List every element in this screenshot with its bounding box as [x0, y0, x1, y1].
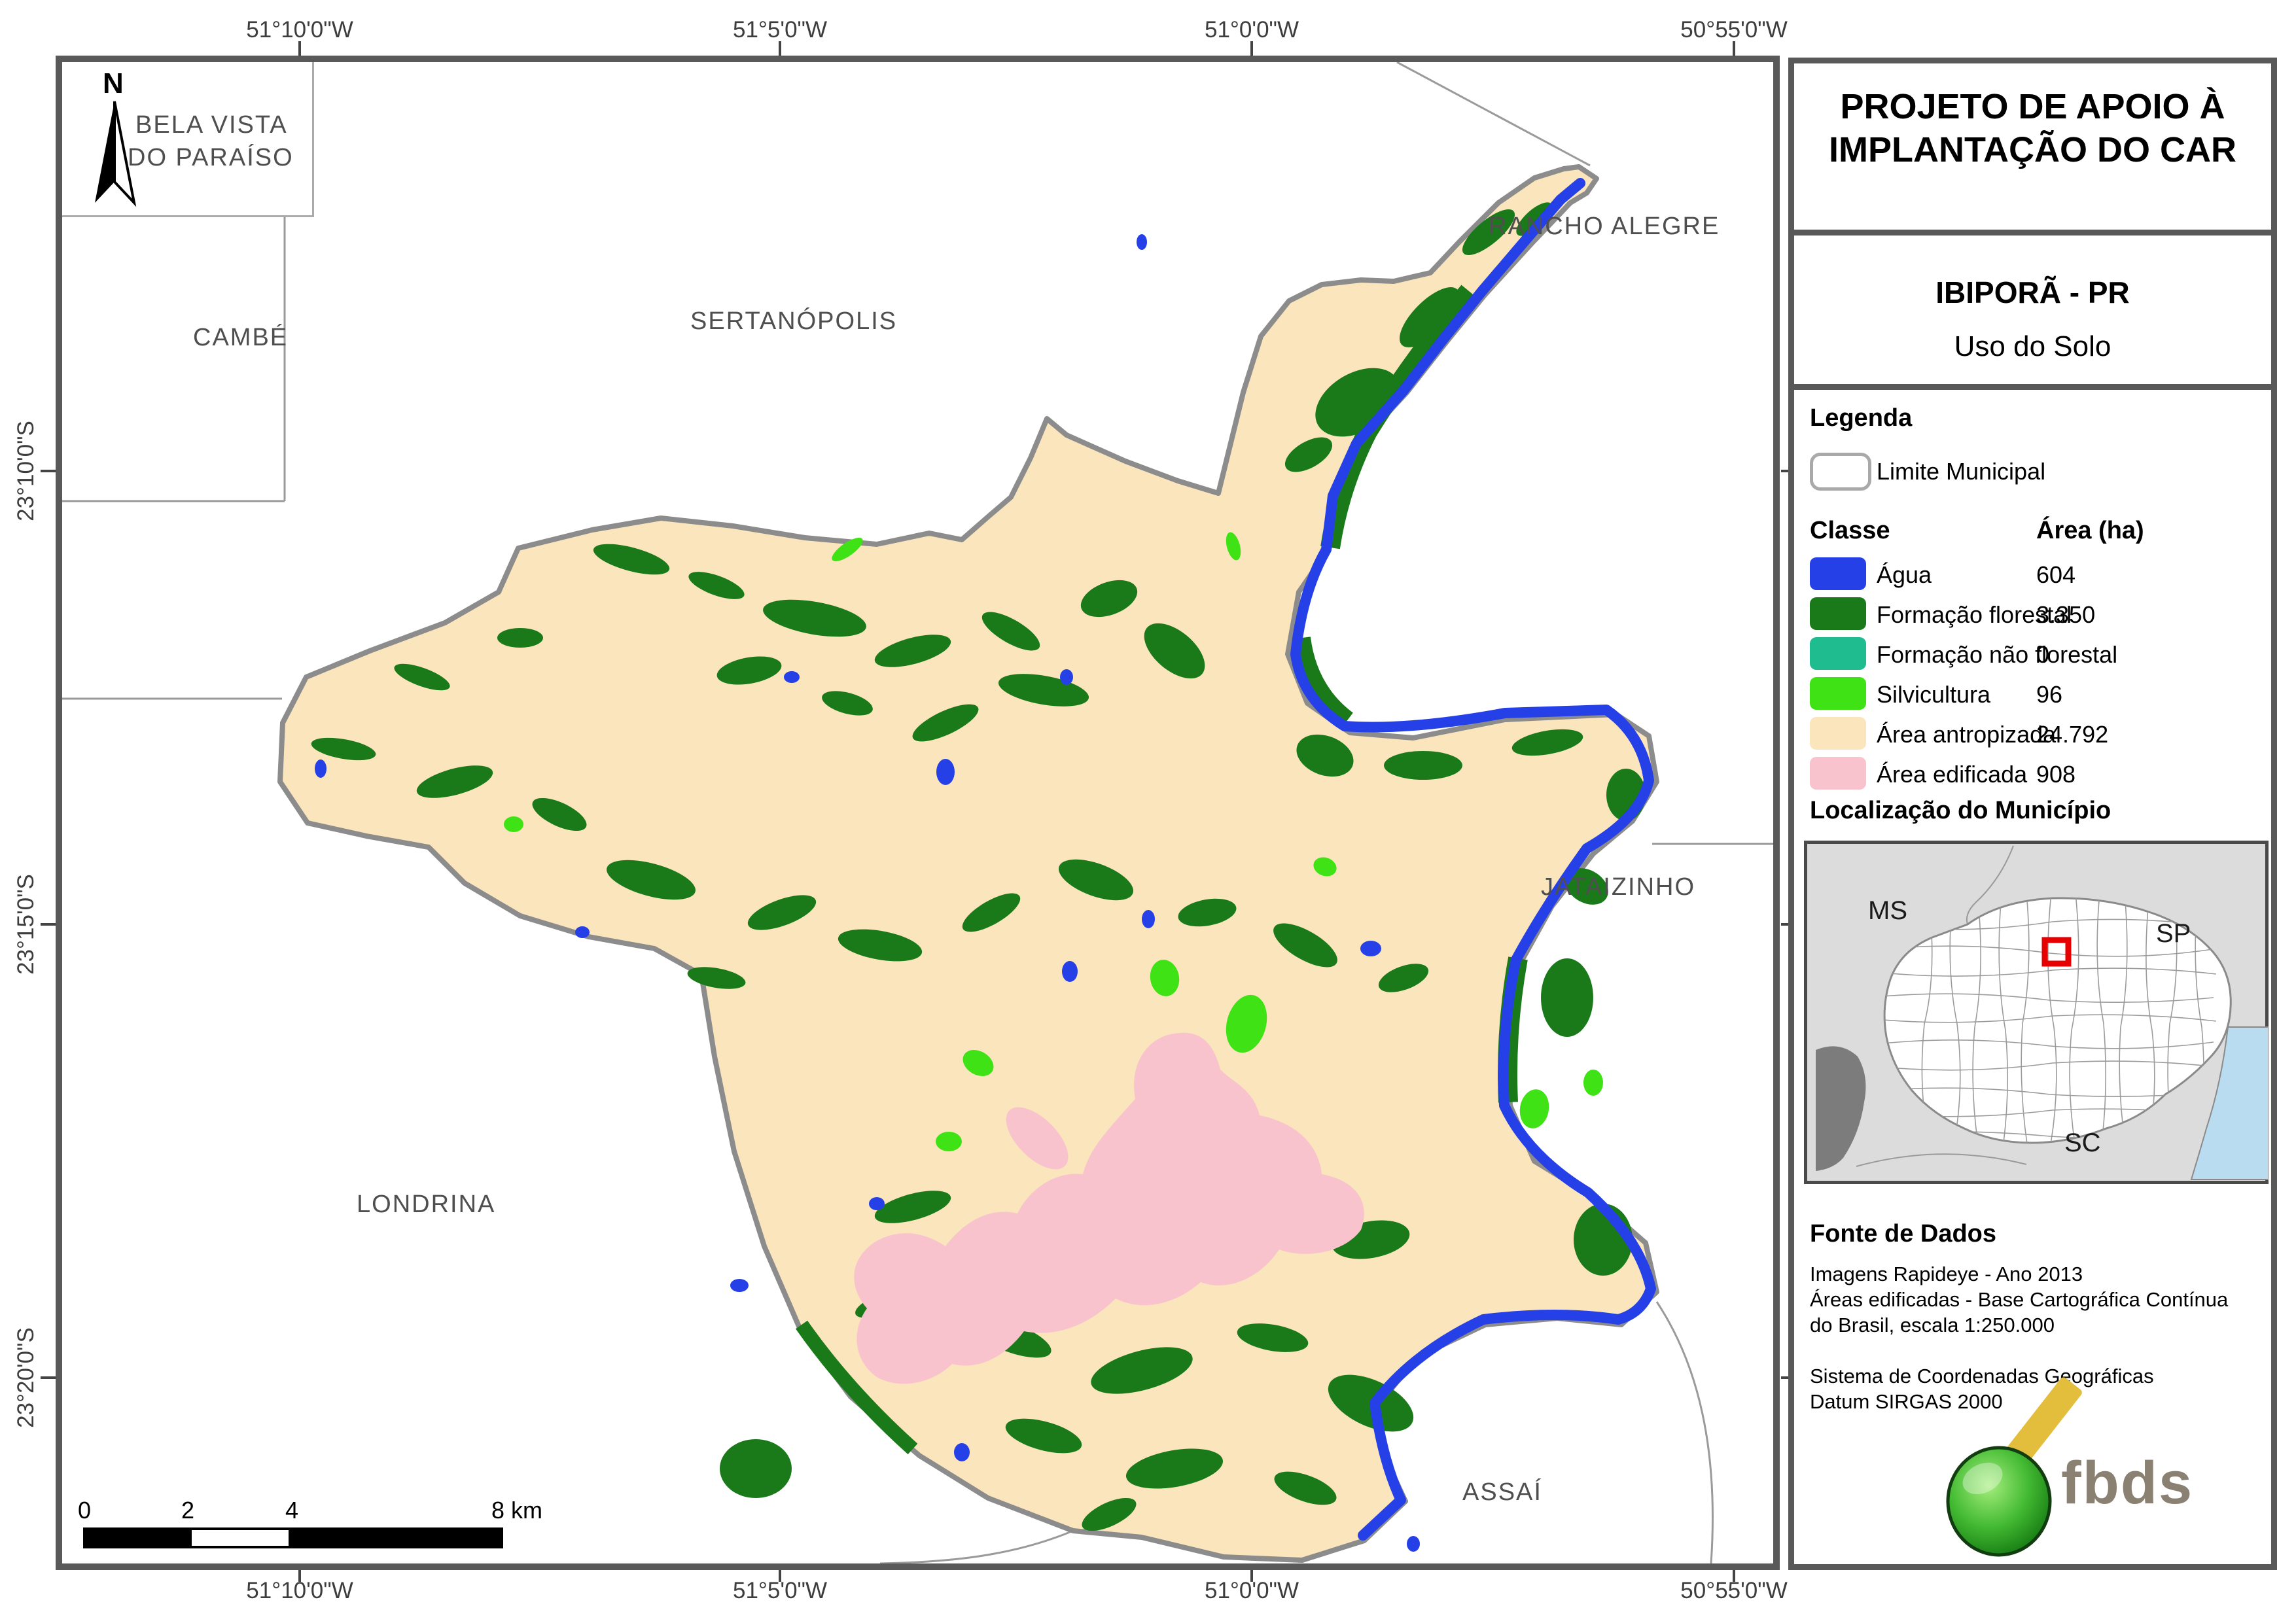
limite-municipal-swatch: [1810, 453, 1871, 491]
inset-ibipora-marker: [2041, 937, 2072, 967]
label-londrina: LONDRINA: [357, 1191, 496, 1218]
legend-label-silvicultura: Silvicultura: [1877, 681, 1991, 708]
legend-swatch-area-edificada: [1810, 757, 1866, 790]
river-tibagi: [1290, 178, 1656, 1541]
fbds-logo-text: fbds: [2061, 1450, 2194, 1516]
tick: [1733, 1567, 1735, 1582]
inset-label-sc: SC: [2064, 1128, 2101, 1157]
legend-area-area-antropizada: 24.792: [2036, 721, 2109, 748]
riparian-forest: [795, 1320, 918, 1455]
main-map-frame[interactable]: CAMBÉ SERTANÓPOLIS RANCHO ALEGRE JATAIZI…: [56, 56, 1780, 1570]
map-theme-title: Uso do Solo: [1954, 330, 2111, 362]
scalebar-segment: [291, 1527, 503, 1548]
scalebar-segment: [189, 1527, 291, 1548]
neighbor-boundaries: [62, 61, 1773, 1565]
urban-area-layer: [854, 1032, 1364, 1384]
inset-neighbor-lines: [1856, 845, 2027, 1167]
scalebar-segment: [83, 1527, 189, 1548]
scale-num-4: 4: [285, 1497, 299, 1524]
legend-area-silvicultura: 96: [2036, 681, 2063, 708]
legend-area-agua: 604: [2036, 561, 2076, 588]
tick: [1250, 1567, 1253, 1582]
tick: [298, 41, 301, 56]
silvicultura-patches-layer: [504, 532, 1603, 1151]
label-cambe: CAMBÉ: [193, 324, 289, 351]
north-cartouche: N BELA VISTA DO PARAÍSO: [62, 62, 314, 217]
source-line: do Brasil, escala 1:250.000: [1810, 1314, 2055, 1336]
inset-parana-state: [1883, 897, 2232, 1144]
lat-label-1: 23°10'0"S: [13, 421, 39, 521]
tick: [779, 1567, 781, 1582]
legend-heading: Legenda: [1810, 404, 1913, 432]
inset-ocean: [2190, 1026, 2269, 1180]
label-rancho-alegre: RANCHO ALEGRE: [1489, 213, 1720, 240]
legend-label-area-edificada: Área edificada: [1877, 761, 2028, 788]
label-sertanopolis: SERTANÓPOLIS: [690, 307, 898, 335]
land-use-map-canvas: [62, 61, 1773, 1565]
legend-label-agua: Água: [1877, 561, 1932, 588]
riparian-forest: [1294, 637, 1353, 727]
scale-num-8km: 8 km: [491, 1497, 543, 1524]
legend-swatch-formacao-nao-florestal: [1810, 637, 1866, 670]
legend-label-area-antropizada: Área antropizada: [1877, 721, 2057, 748]
title-box: [1788, 58, 2277, 236]
water-specks-layer: [315, 234, 1420, 1552]
lon-label-bottom-3: 51°0'0"W: [1205, 1578, 1299, 1603]
legend-label-formacao-nao-florestal: Formação não florestal: [1877, 641, 2118, 668]
label-bela-vista-2: DO PARAÍSO: [128, 144, 294, 171]
label-jataizinho: JATAIZINHO: [1541, 873, 1696, 901]
tick: [41, 1376, 56, 1379]
project-title-line1: PROJETO DE APOIO À: [1840, 87, 2225, 126]
legend-area-formacao-nao-florestal: 0: [2036, 641, 2050, 668]
tick: [298, 1567, 301, 1582]
lat-label-3: 23°20'0"S: [13, 1327, 39, 1428]
municipality-title: IBIPORÃ - PR: [1935, 275, 2130, 309]
source-line: Datum SIRGAS 2000: [1810, 1390, 2003, 1413]
source-line: Imagens Rapideye - Ano 2013: [1810, 1263, 2083, 1285]
legend-col-classe: Classe: [1810, 517, 1890, 544]
inset-label-sp: SP: [2156, 919, 2191, 948]
legend-swatch-area-antropizada: [1810, 717, 1866, 750]
legend-area-area-edificada: 908: [2036, 761, 2076, 788]
north-label: N: [103, 67, 124, 99]
inset-paraguay-region: [1816, 1046, 1866, 1171]
label-assai: ASSAÍ: [1462, 1478, 1542, 1506]
lon-label-bottom-2: 51°5'0"W: [733, 1578, 827, 1603]
lon-label-bottom-1: 51°10'0"W: [246, 1578, 353, 1603]
project-title-line2: IMPLANTAÇÃO DO CAR: [1829, 130, 2236, 169]
lon-label-bottom-4: 50°55'0"W: [1680, 1578, 1788, 1603]
inset-label-ms: MS: [1868, 896, 1907, 925]
parana-inset-map[interactable]: [1804, 841, 2269, 1184]
tick: [41, 923, 56, 926]
lon-label-top-2: 51°5'0"W: [733, 17, 827, 43]
lon-label-top-4: 50°55'0"W: [1680, 17, 1788, 43]
tick: [1250, 41, 1253, 56]
location-heading: Localização do Município: [1810, 797, 2111, 824]
tick: [779, 41, 781, 56]
legend-swatch-agua: [1810, 557, 1866, 590]
label-bela-vista-1: BELA VISTA: [135, 111, 288, 139]
tick: [41, 470, 56, 472]
legend-swatch-silvicultura: [1810, 677, 1866, 710]
legend-area-formacao-florestal: 3.350: [2036, 601, 2096, 628]
limite-municipal-label: Limite Municipal: [1877, 458, 2046, 485]
lon-label-top-1: 51°10'0"W: [246, 17, 353, 43]
source-line: Áreas edificadas - Base Cartográfica Con…: [1810, 1288, 2229, 1311]
project-title: PROJETO DE APOIO À IMPLANTAÇÃO DO CAR: [1801, 85, 2265, 171]
legend-label-formacao-florestal: Formação florestal: [1877, 601, 2072, 628]
legend-swatch-formacao-florestal: [1810, 597, 1866, 630]
source-line: Sistema de Coordenadas Geográficas: [1810, 1365, 2154, 1387]
legend-col-area: Área (ha): [2036, 517, 2144, 544]
scale-num-2: 2: [181, 1497, 195, 1524]
lon-label-top-3: 51°0'0"W: [1205, 17, 1299, 43]
north-arrow-icon: [95, 101, 137, 207]
lat-label-2: 23°15'0"S: [13, 874, 39, 975]
sources-heading: Fonte de Dados: [1810, 1220, 1997, 1248]
tick: [1733, 41, 1735, 56]
fbds-logo-icon: [1946, 1377, 2082, 1557]
scale-num-0: 0: [77, 1497, 92, 1524]
